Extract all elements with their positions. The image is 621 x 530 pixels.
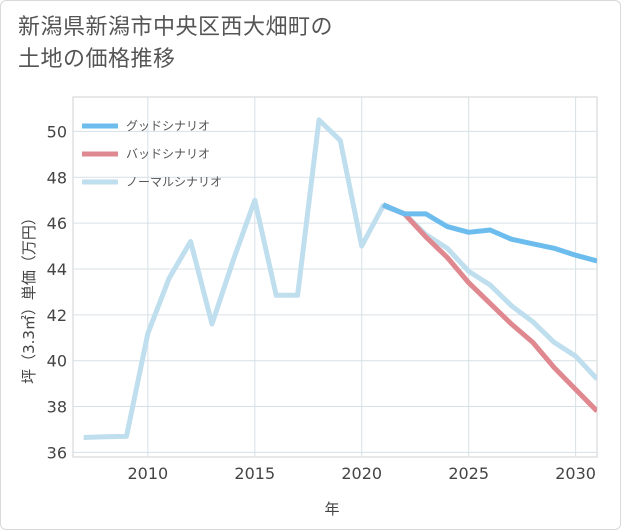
series-lines xyxy=(83,117,597,440)
y-tick-label: 46 xyxy=(47,214,67,233)
y-tick-label: 44 xyxy=(47,260,67,279)
chart-title: 新潟県新潟市中央区西大畑町の 土地の価格推移 xyxy=(18,12,333,76)
tick-labels: 2010 2015 2020 2025 2030 36 38 40 42 44 46 48 50 xyxy=(47,122,596,483)
x-tick-label: 2020 xyxy=(341,464,382,483)
y-tick-label: 50 xyxy=(47,122,67,141)
y-tick-label: 36 xyxy=(47,443,67,462)
y-tick-label: 42 xyxy=(47,306,67,325)
y-axis-label: 坪（3.3㎡）単価（万円） xyxy=(20,210,38,384)
legend-label-0: グッドシナリオ xyxy=(126,119,210,133)
x-tick-label: 2015 xyxy=(234,464,275,483)
chart-title-line2: 土地の価格推移 xyxy=(18,47,176,72)
y-tick-label: 40 xyxy=(47,352,67,371)
series-line-2 xyxy=(83,117,597,440)
series-line-1 xyxy=(382,202,597,413)
chart-title-line1: 新潟県新潟市中央区西大畑町の xyxy=(18,15,334,40)
legend-label-1: バッドシナリオ xyxy=(126,147,210,161)
y-tick-label: 48 xyxy=(47,168,67,187)
x-tick-label: 2030 xyxy=(555,464,596,483)
series-line-0 xyxy=(382,202,597,264)
x-axis-label: 年 xyxy=(324,500,339,518)
y-tick-label: 38 xyxy=(47,398,67,417)
plot-area xyxy=(72,96,598,458)
x-tick-label: 2025 xyxy=(448,464,489,483)
grid-lines xyxy=(73,97,597,457)
x-tick-label: 2010 xyxy=(127,464,168,483)
legend-label-2: ノーマルシナリオ xyxy=(126,175,222,189)
